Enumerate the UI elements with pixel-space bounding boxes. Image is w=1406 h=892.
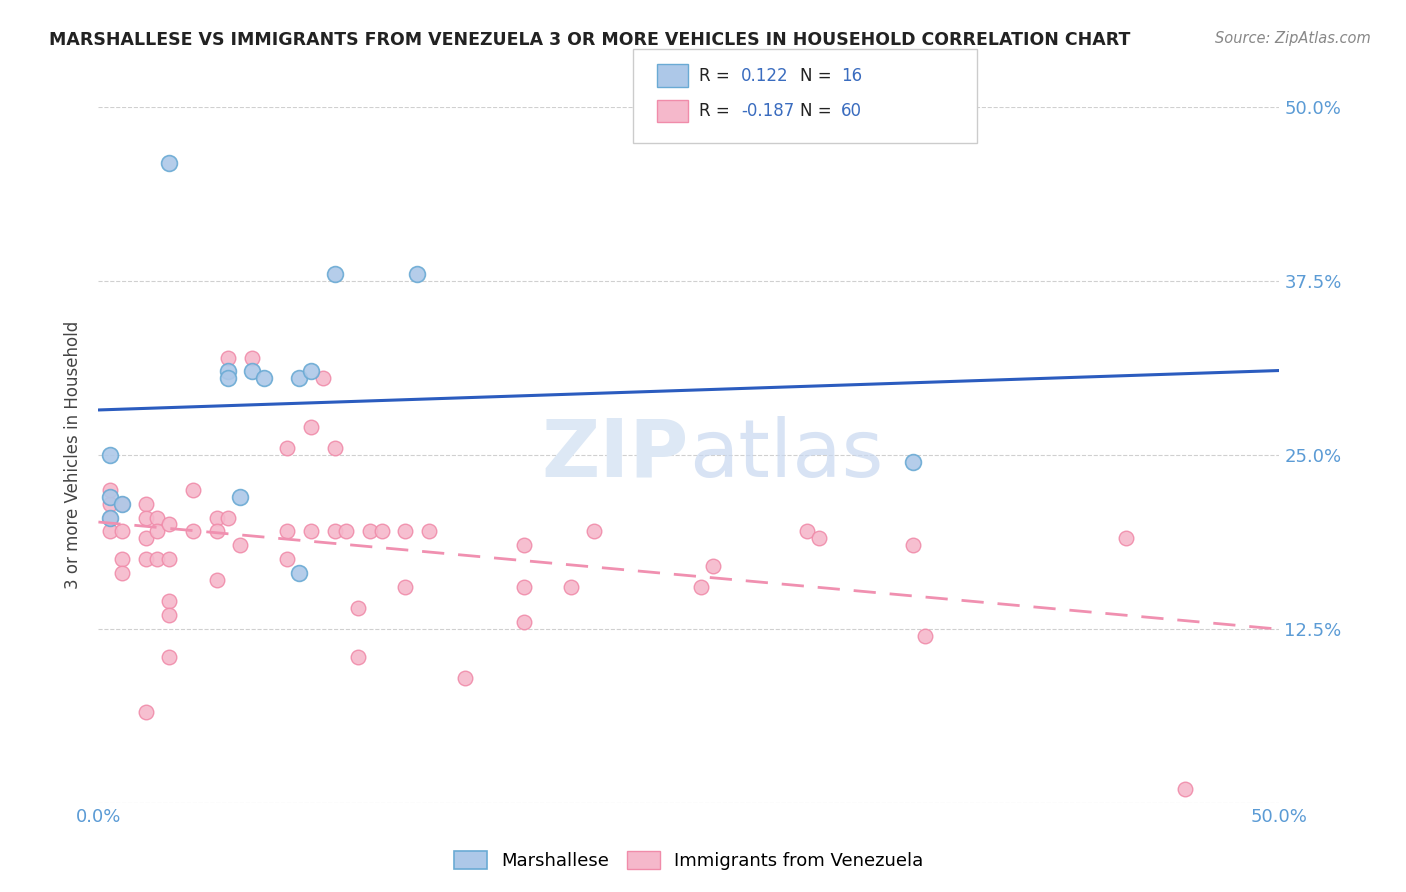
Point xyxy=(323,441,346,455)
Text: MARSHALLESE VS IMMIGRANTS FROM VENEZUELA 3 OR MORE VEHICLES IN HOUSEHOLD CORRELA: MARSHALLESE VS IMMIGRANTS FROM VENEZUELA… xyxy=(49,31,1130,49)
Point xyxy=(702,559,724,574)
Point xyxy=(205,510,228,524)
Point xyxy=(98,524,121,539)
Point xyxy=(157,607,180,622)
Point xyxy=(288,566,311,581)
Text: atlas: atlas xyxy=(689,416,883,494)
Point xyxy=(98,490,121,504)
Point xyxy=(796,524,818,539)
Point xyxy=(359,524,381,539)
Point xyxy=(181,524,204,539)
Point xyxy=(903,538,925,552)
Point xyxy=(276,441,298,455)
Point xyxy=(111,552,134,566)
Point xyxy=(157,517,180,532)
Point xyxy=(299,524,322,539)
Point xyxy=(135,532,157,546)
Point xyxy=(276,524,298,539)
Point xyxy=(146,524,169,539)
Point xyxy=(111,524,134,539)
Point xyxy=(157,155,180,169)
Point xyxy=(217,371,239,385)
Point xyxy=(240,364,263,378)
Text: ZIP: ZIP xyxy=(541,416,689,494)
Point xyxy=(240,351,263,365)
Point xyxy=(135,497,157,511)
Text: 0.122: 0.122 xyxy=(741,67,789,85)
Point xyxy=(217,510,239,524)
Point xyxy=(394,524,416,539)
Point xyxy=(512,580,534,594)
Point xyxy=(323,524,346,539)
Point xyxy=(157,552,180,566)
Text: 60: 60 xyxy=(841,103,862,120)
Point xyxy=(512,615,534,629)
Text: Source: ZipAtlas.com: Source: ZipAtlas.com xyxy=(1215,31,1371,46)
Point xyxy=(347,649,370,664)
Point xyxy=(903,455,925,469)
Point xyxy=(157,649,180,664)
Text: -0.187: -0.187 xyxy=(741,103,794,120)
Point xyxy=(229,490,252,504)
Point xyxy=(394,580,416,594)
Point xyxy=(98,483,121,497)
Point xyxy=(157,594,180,608)
Point xyxy=(135,510,157,524)
Point xyxy=(276,552,298,566)
Point xyxy=(205,524,228,539)
Point xyxy=(418,524,440,539)
Text: R =: R = xyxy=(699,103,730,120)
Point xyxy=(98,448,121,462)
Point xyxy=(98,510,121,524)
Point xyxy=(583,524,606,539)
Point xyxy=(111,497,134,511)
Point xyxy=(181,483,204,497)
Point xyxy=(512,538,534,552)
Point xyxy=(288,371,311,385)
Point xyxy=(406,267,429,281)
Point xyxy=(253,371,276,385)
Point xyxy=(371,524,394,539)
Point xyxy=(135,706,157,720)
Point xyxy=(111,497,134,511)
Point xyxy=(98,497,121,511)
Point xyxy=(299,420,322,434)
Point xyxy=(807,532,830,546)
Point xyxy=(299,364,322,378)
Point xyxy=(453,671,475,685)
Point xyxy=(146,552,169,566)
Point xyxy=(689,580,711,594)
Text: 16: 16 xyxy=(841,67,862,85)
Text: N =: N = xyxy=(800,103,831,120)
Point xyxy=(560,580,582,594)
Point xyxy=(347,601,370,615)
Point xyxy=(135,552,157,566)
Point xyxy=(111,566,134,581)
Point xyxy=(205,573,228,587)
Point xyxy=(1115,532,1137,546)
Point xyxy=(98,510,121,524)
Y-axis label: 3 or more Vehicles in Household: 3 or more Vehicles in Household xyxy=(65,321,83,589)
Point xyxy=(312,371,335,385)
Point xyxy=(323,267,346,281)
Point xyxy=(229,538,252,552)
Point xyxy=(914,629,936,643)
Legend: Marshallese, Immigrants from Venezuela: Marshallese, Immigrants from Venezuela xyxy=(447,844,931,877)
Point xyxy=(335,524,357,539)
Point xyxy=(1174,781,1197,796)
Text: N =: N = xyxy=(800,67,831,85)
Point xyxy=(217,351,239,365)
Text: R =: R = xyxy=(699,67,730,85)
Point xyxy=(146,510,169,524)
Point xyxy=(217,364,239,378)
